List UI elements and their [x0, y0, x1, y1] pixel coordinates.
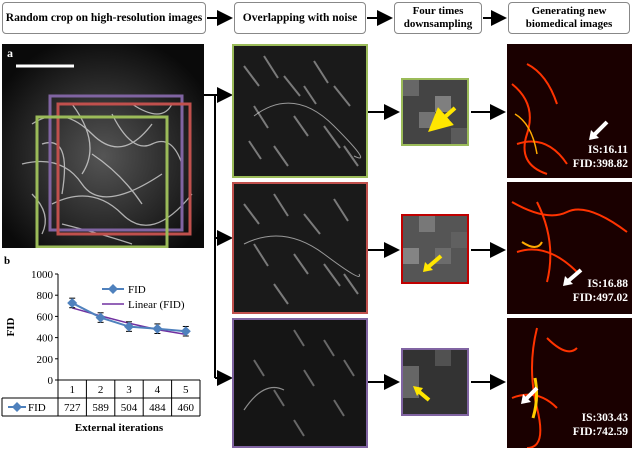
panel-a-image: a — [2, 44, 204, 248]
y-tick-label: 0 — [48, 375, 54, 387]
fid-point — [67, 297, 78, 308]
x-tick-label: 1 — [69, 384, 75, 396]
generated-image-3: IS:303.43 FID:742.59 — [507, 318, 632, 448]
fid-point — [152, 323, 163, 334]
noise-image-3 — [232, 318, 368, 448]
panel-b-chart: b 0 200 400 600 800 1000 FID 1 2 3 4 5 727 589 504 484 46… — [0, 252, 210, 448]
panel-a-label: a — [7, 46, 13, 60]
x-tick-label: 4 — [155, 384, 161, 396]
fid-score-1: FID:398.82 — [572, 158, 628, 170]
x-axis-label: External iterations — [75, 422, 164, 434]
y-tick-label: 800 — [37, 290, 54, 302]
is-score-3: IS:303.43 — [581, 412, 628, 424]
y-tick-label: 400 — [37, 333, 54, 345]
table-row-label: FID — [28, 402, 46, 414]
fid-score-2: FID:497.02 — [572, 292, 628, 304]
legend-trend-label: Linear (FID) — [128, 299, 185, 311]
generated-image-2: IS:16.88 FID:497.02 — [507, 182, 632, 314]
header-random-crop: Random crop on high-resolution images — [2, 2, 206, 34]
fid-chart: b 0 200 400 600 800 1000 FID 1 2 3 4 5 727 589 504 484 46… — [1, 255, 201, 434]
header-generating: Generating new biomedical images — [508, 2, 630, 34]
fid-point — [95, 312, 106, 323]
generated-image-1: IS:16.11 FID:398.82 — [507, 44, 632, 178]
panel-b-label: b — [4, 255, 10, 267]
y-tick-label: 600 — [37, 311, 54, 323]
fid-point — [124, 321, 134, 332]
legend-fid-label: FID — [128, 284, 146, 296]
table-value: 460 — [178, 402, 195, 414]
legend-fid-marker — [108, 284, 118, 294]
x-tick-label: 3 — [126, 384, 132, 396]
y-tick-label: 1000 — [31, 269, 54, 281]
downsampled-image-2 — [401, 214, 469, 284]
header-overlapping-noise: Overlapping with noise — [234, 2, 366, 34]
is-score-2: IS:16.88 — [587, 278, 628, 290]
table-value: 589 — [92, 402, 109, 414]
x-tick-label: 2 — [98, 384, 104, 396]
table-value: 504 — [121, 402, 138, 414]
noise-image-1 — [232, 44, 368, 178]
table-value: 484 — [149, 402, 166, 414]
y-tick-label: 200 — [37, 354, 54, 366]
table-value: 727 — [64, 402, 81, 414]
y-axis-label: FID — [5, 317, 17, 336]
table-legend-marker — [12, 402, 22, 412]
downsampled-image-1 — [401, 78, 469, 146]
fid-point — [180, 326, 191, 337]
downsampled-image-3 — [401, 348, 469, 416]
header-downsampling: Four times downsampling — [394, 2, 482, 34]
x-tick-label: 5 — [183, 384, 189, 396]
noise-image-2 — [232, 182, 368, 314]
fid-score-3: FID:742.59 — [572, 426, 628, 438]
is-score-1: IS:16.11 — [588, 144, 628, 156]
